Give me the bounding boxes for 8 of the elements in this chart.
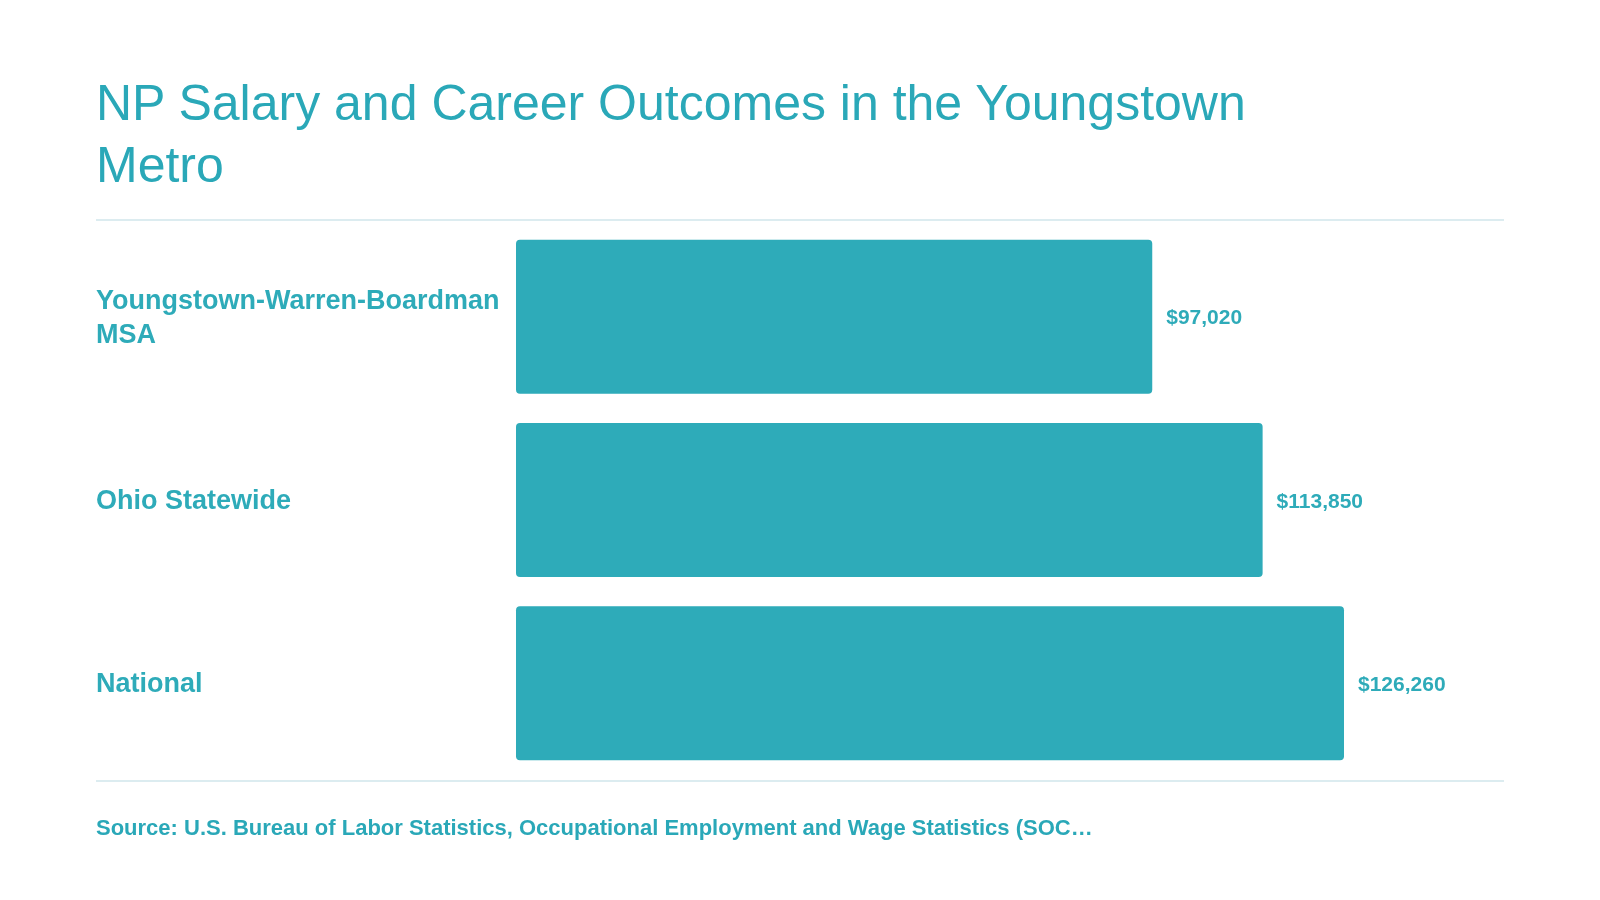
source-note: Source: U.S. Bureau of Labor Statistics, Occupational Employment and Wage Statistics (SOC…: [96, 815, 1093, 841]
y-tick-label: Ohio Statewide: [96, 485, 292, 515]
data-label: $126,260: [1358, 671, 1446, 695]
y-tick-label: Youngstown-Warren-Boardman MSA: [96, 284, 507, 349]
data-label: $97,020: [1166, 305, 1243, 329]
data-label: $113,850: [1276, 488, 1364, 512]
chart-title: NP Salary and Career Outcomes in the Youngstown Metro: [96, 74, 1247, 195]
y-tick-label: National: [96, 668, 203, 699]
